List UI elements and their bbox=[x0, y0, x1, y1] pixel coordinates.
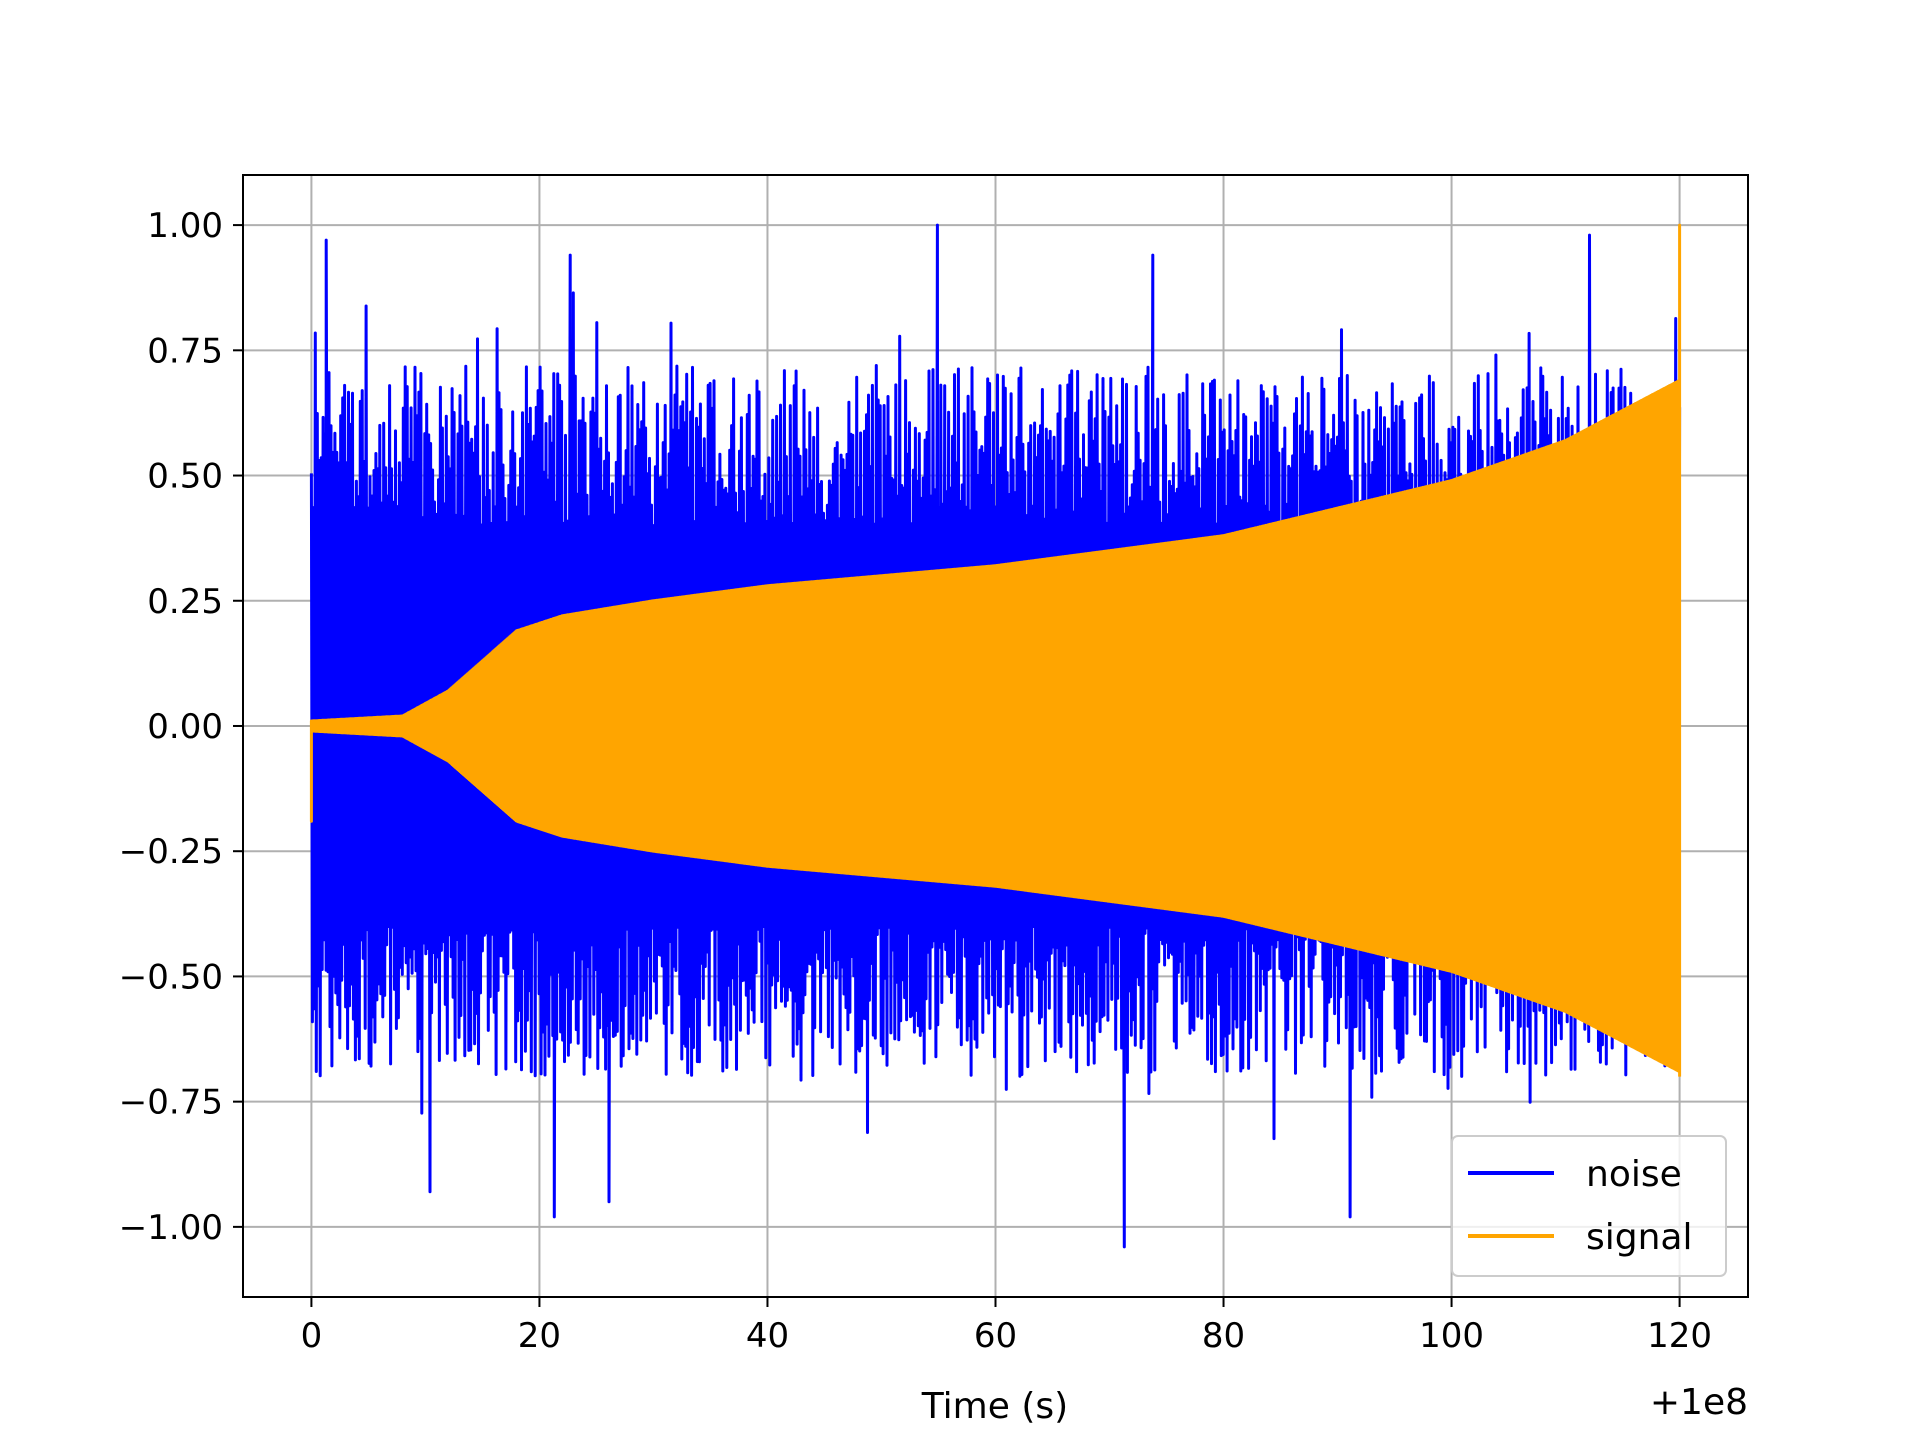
series-layer bbox=[309, 223, 1682, 1249]
y-tick-label: −0.25 bbox=[119, 832, 223, 872]
x-tick-label: 60 bbox=[974, 1316, 1017, 1356]
x-tick-label: 120 bbox=[1647, 1316, 1712, 1356]
x-axis-offset-label: +1e8 bbox=[1650, 1382, 1748, 1423]
x-tick-label: 20 bbox=[518, 1316, 561, 1356]
y-tick-label: −1.00 bbox=[119, 1208, 223, 1248]
y-tick-label: −0.50 bbox=[119, 957, 223, 997]
y-axis: 1.00 0.75 0.50 0.25 0.00 −0.25 −0.50 −0.75 −1.00 bbox=[119, 206, 243, 1248]
y-tick-label: 0.50 bbox=[147, 457, 223, 497]
legend-label-signal: signal bbox=[1586, 1217, 1693, 1258]
y-tick-label: −0.75 bbox=[119, 1083, 223, 1123]
legend: noise signal bbox=[1451, 1135, 1727, 1277]
y-tick-label: 0.25 bbox=[147, 582, 223, 622]
x-tick-label: 100 bbox=[1419, 1316, 1484, 1356]
y-tick-label: 1.00 bbox=[147, 206, 223, 246]
x-tick-label: 40 bbox=[746, 1316, 789, 1356]
x-tick-label: 0 bbox=[301, 1316, 323, 1356]
x-tick-label: 80 bbox=[1202, 1316, 1245, 1356]
x-axis: 0 20 40 60 80 100 120 bbox=[301, 1297, 1712, 1356]
legend-label-noise: noise bbox=[1586, 1154, 1682, 1195]
x-axis-label: Time (s) bbox=[921, 1386, 1068, 1427]
y-tick-label: 0.00 bbox=[147, 707, 223, 747]
y-tick-label: 0.75 bbox=[147, 331, 223, 371]
series-line-signal bbox=[309, 223, 1682, 1077]
